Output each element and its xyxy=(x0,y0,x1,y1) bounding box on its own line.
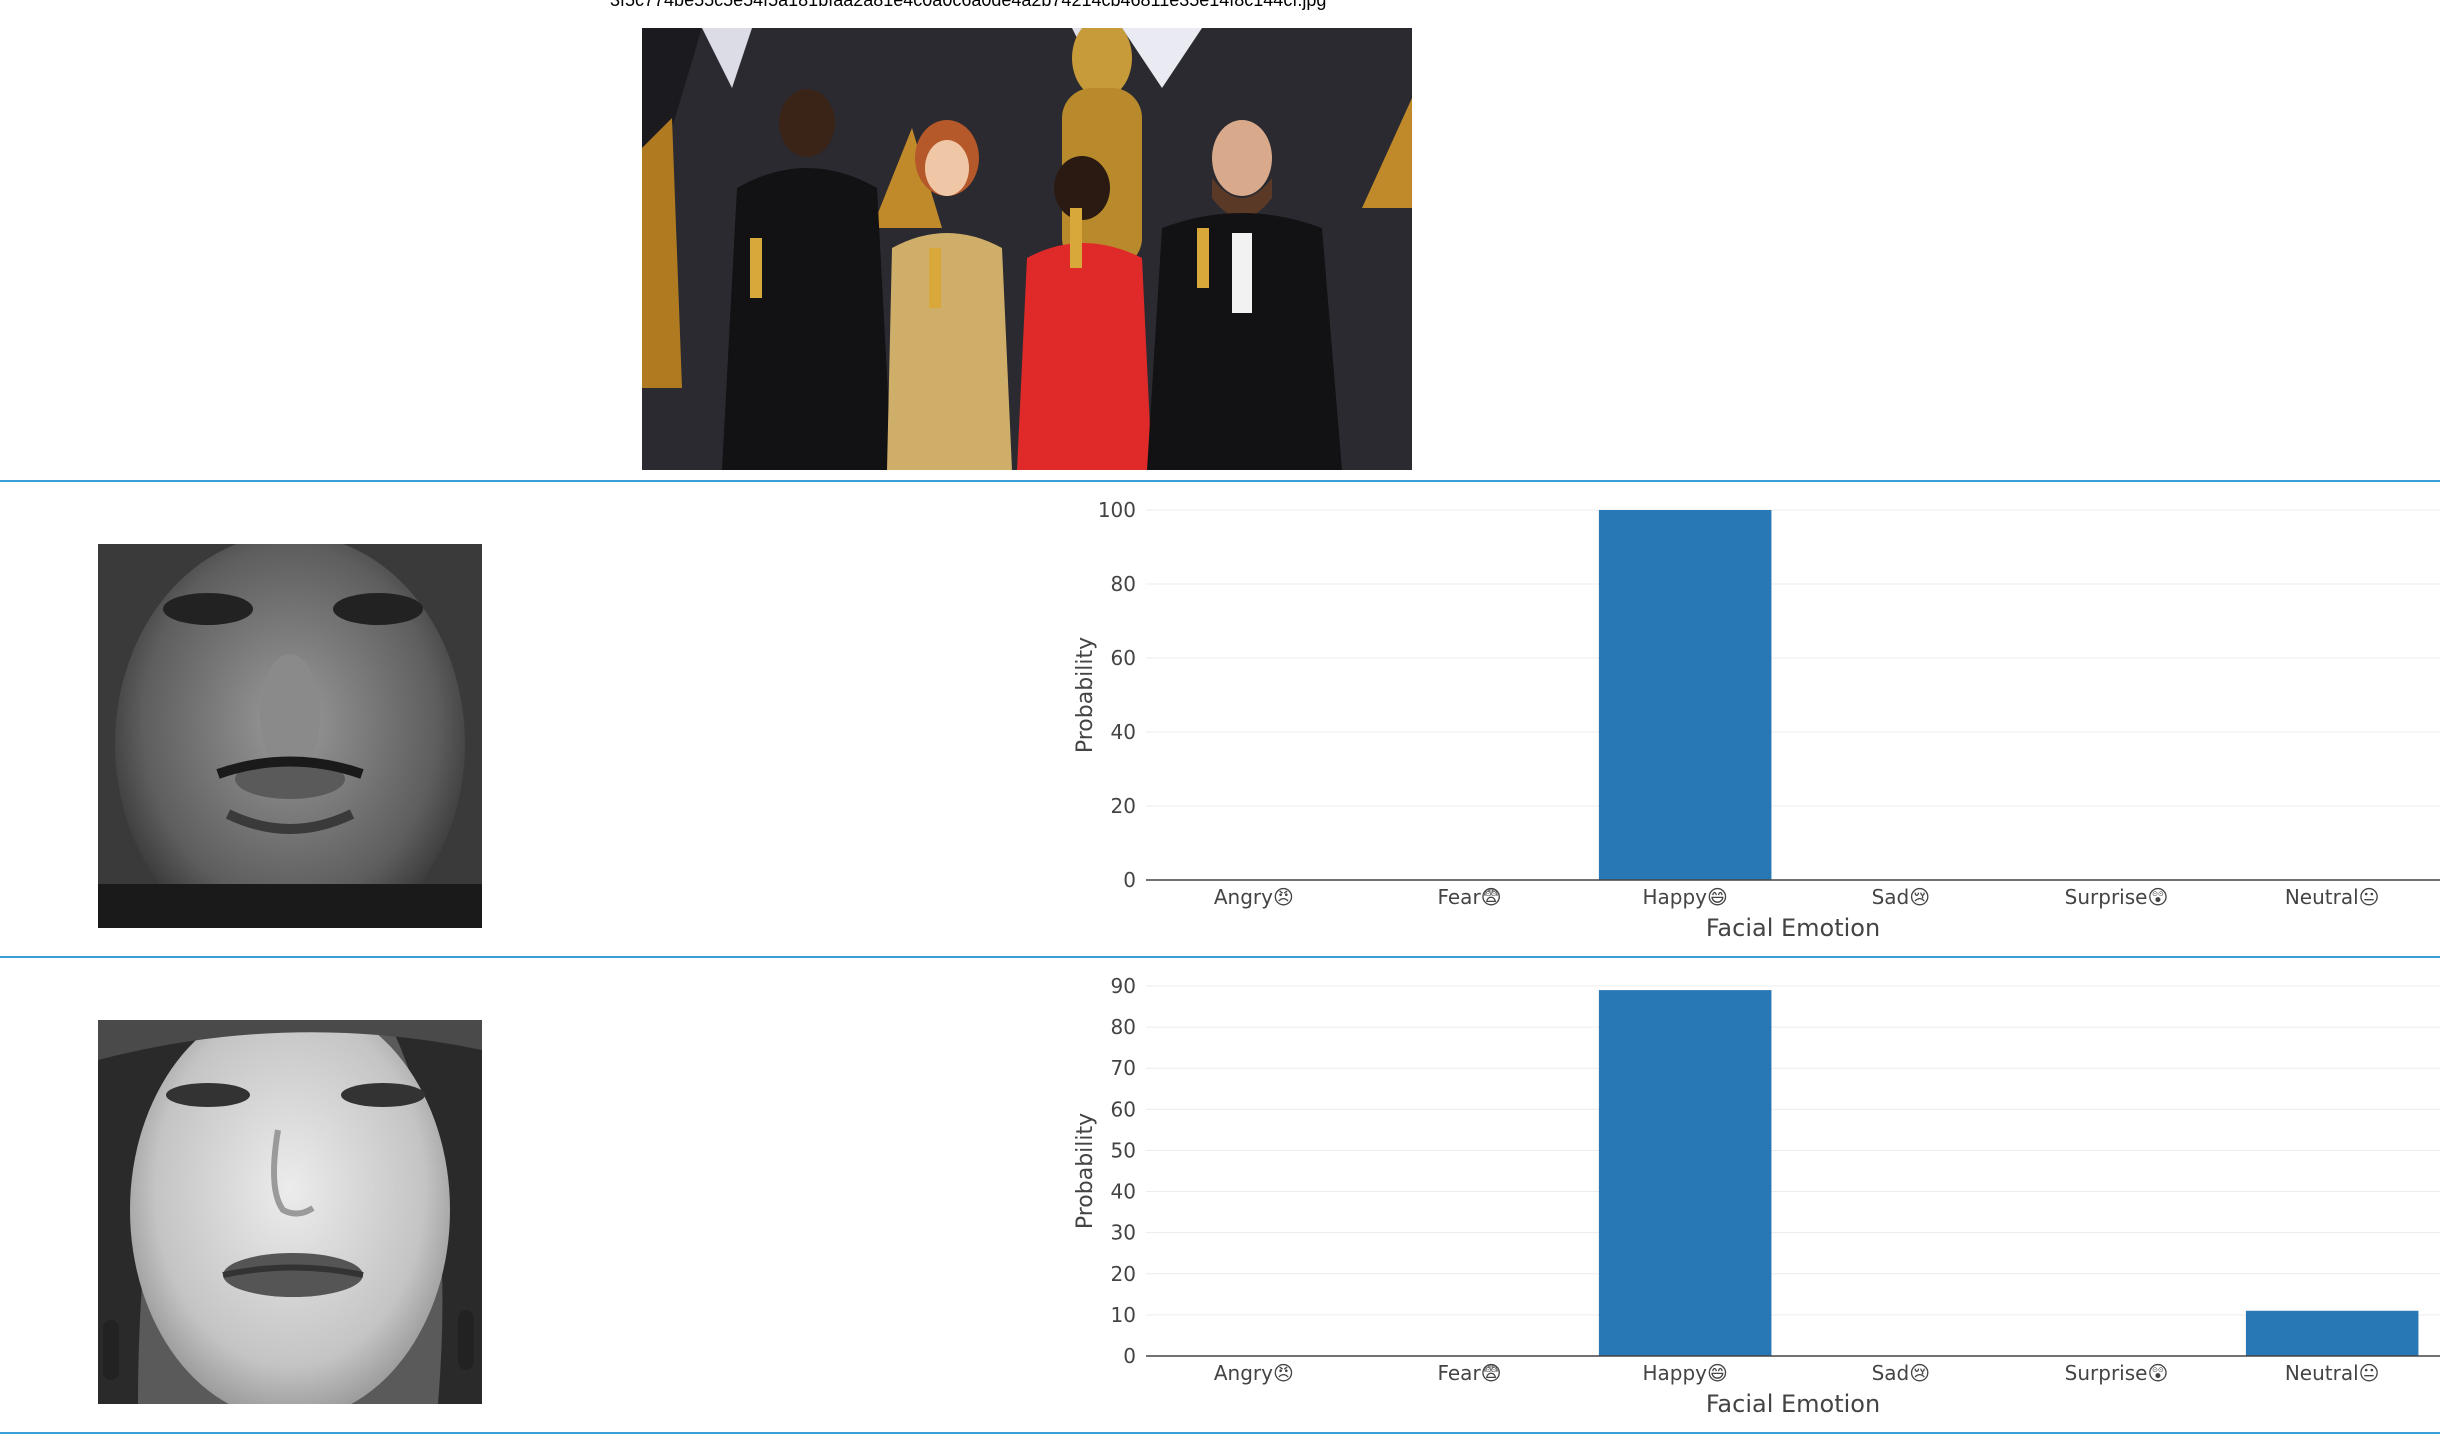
y-tick-label: 30 xyxy=(1111,1221,1136,1245)
y-axis-title: Probability xyxy=(1073,1113,1098,1229)
x-tick-label: Neutral😐 xyxy=(2285,885,2380,909)
y-tick-label: 20 xyxy=(1111,1262,1136,1286)
face-crop-2 xyxy=(98,1020,482,1404)
y-tick-label: 40 xyxy=(1111,720,1136,744)
emotion-chart-1: 0 20 40 60 80 100 Angry😠 Fear😨 Happy😄 Sad😢 Surpris… xyxy=(1060,484,2440,954)
x-tick-label: Sad😢 xyxy=(1872,1361,1931,1385)
x-axis-title: Facial Emotion xyxy=(1706,914,1880,942)
y-tick-label: 0 xyxy=(1123,868,1136,892)
bar-2 xyxy=(1598,510,1772,880)
y-tick-label: 80 xyxy=(1111,1015,1136,1039)
bar-2 xyxy=(1598,990,1772,1356)
x-tick-label: Fear😨 xyxy=(1437,885,1501,909)
emotion-chart-2: 0 10 20 30 40 50 60 70 80 90 Angry😠 Fear😨 Happy😄 Sad😢… xyxy=(1060,960,2440,1430)
y-tick-label: 60 xyxy=(1111,1097,1136,1121)
x-tick-label: Angry😠 xyxy=(1214,1361,1294,1385)
x-tick-label: Happy😄 xyxy=(1642,1361,1727,1385)
y-tick-label: 10 xyxy=(1111,1303,1136,1327)
source-photo xyxy=(642,28,1412,470)
x-tick-label: Angry😠 xyxy=(1214,885,1294,909)
bar-5 xyxy=(2245,1310,2419,1356)
image-filename: 3f5c774be55c5e54f5a181bfaa2a81e4c0a0c6a0… xyxy=(610,0,1327,10)
x-tick-label: Sad😢 xyxy=(1872,885,1931,909)
row-separator xyxy=(0,1432,2440,1434)
y-tick-label: 80 xyxy=(1111,572,1136,596)
x-tick-label: Surprise😲 xyxy=(2065,885,2169,909)
x-axis-title: Facial Emotion xyxy=(1706,1390,1880,1418)
y-tick-label: 50 xyxy=(1111,1138,1136,1162)
row-separator xyxy=(0,480,2440,482)
y-tick-label: 70 xyxy=(1111,1056,1136,1080)
x-tick-label: Fear😨 xyxy=(1437,1361,1501,1385)
face-crop-1 xyxy=(98,544,482,928)
y-tick-label: 60 xyxy=(1111,646,1136,670)
y-tick-label: 100 xyxy=(1098,498,1136,522)
x-tick-label: Surprise😲 xyxy=(2065,1361,2169,1385)
y-tick-label: 90 xyxy=(1111,974,1136,998)
y-tick-label: 40 xyxy=(1111,1180,1136,1204)
x-tick-label: Happy😄 xyxy=(1642,885,1727,909)
y-axis-title: Probability xyxy=(1073,637,1098,753)
y-tick-label: 0 xyxy=(1123,1344,1136,1368)
y-tick-label: 20 xyxy=(1111,794,1136,818)
row-separator xyxy=(0,956,2440,958)
x-tick-label: Neutral😐 xyxy=(2285,1361,2380,1385)
